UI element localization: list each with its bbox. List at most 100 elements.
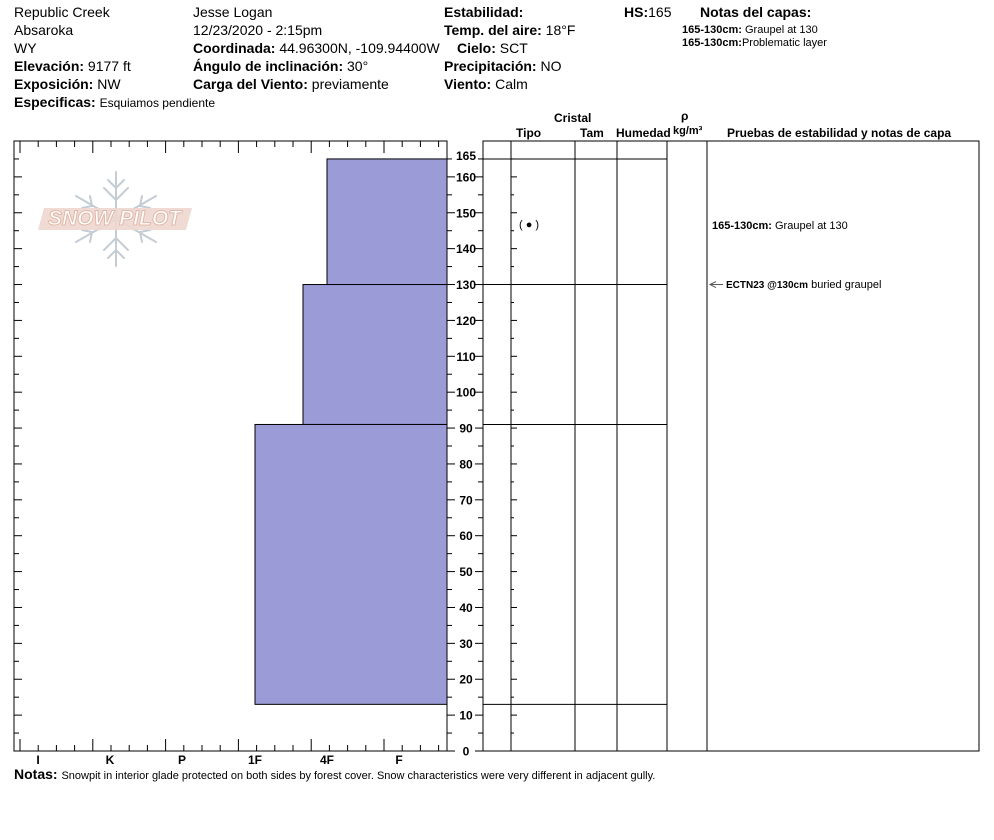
hardness-layer-3 <box>254 423 448 705</box>
hardness-label-1f: 1F <box>248 753 262 767</box>
layer-note-2: 165-130cm:Problematic layer <box>682 37 827 50</box>
aspect: Exposición: NW <box>14 76 121 92</box>
observer-name: Jesse Logan <box>193 4 273 20</box>
wind-value: Calm <box>495 76 528 92</box>
state: WY <box>14 40 37 56</box>
layer-annotation-text: Graupel at 130 <box>775 220 848 232</box>
depth-label-0: 0 <box>463 745 470 759</box>
depth-label-150: 150 <box>456 206 476 220</box>
depth-label-40: 40 <box>459 601 473 615</box>
sky-label: Cielo: <box>457 40 496 56</box>
footer-notes-label: Notas: <box>14 766 58 782</box>
test-code: ECTN23 @130cm <box>726 280 809 291</box>
specifics-label: Especificas: <box>14 94 96 110</box>
hardness-label-k: K <box>106 753 115 767</box>
graupel-symbol: ( ● ) <box>519 218 540 231</box>
wind-loading-value: previamente <box>311 76 389 92</box>
hardness-label-4f: 4F <box>320 753 334 767</box>
density-unit: kg/m³ <box>673 125 703 137</box>
depth-label-30: 30 <box>459 637 473 651</box>
precipitation: Precipitación: NO <box>444 58 561 74</box>
elevation-value: 9177 ft <box>87 58 131 74</box>
air-temperature: Temp. del aire: 18°F <box>444 22 575 38</box>
hardness-label-f: F <box>395 753 402 767</box>
depth-label-120: 120 <box>456 314 476 328</box>
test-annotation: ECTN23 @130cm buried graupel <box>726 277 881 294</box>
wind-label: Viento: <box>444 76 492 92</box>
layer-annotation-range: 165-130cm: <box>712 220 772 232</box>
stability-label: Estabilidad: <box>444 4 524 20</box>
depth-label-50: 50 <box>459 565 473 579</box>
coordinates: Coordinada: 44.96300N, -109.94400W <box>193 40 440 56</box>
slope-angle: Ángulo de inclinación: 30° <box>193 58 368 74</box>
depth-label-130: 130 <box>456 278 476 292</box>
stability-tests-header: Pruebas de estabilidad y notas de capa <box>727 126 952 140</box>
hardness-label-p: P <box>178 753 186 767</box>
type-header: Tipo <box>516 126 542 140</box>
snow-height: HS:165 <box>624 4 671 20</box>
wind-loading-label: Carga del Viento: <box>193 76 308 92</box>
coordinates-value: 44.96300N, -109.94400W <box>279 40 440 56</box>
test-arrow-head <box>708 281 717 288</box>
snowflake-icon <box>38 171 192 267</box>
depth-label-80: 80 <box>459 457 473 471</box>
footer-notes-text: Snowpit in interior glade protected on b… <box>61 770 656 782</box>
air-temperature-value: 18°F <box>545 22 576 38</box>
layer-note-range: 165-130cm: <box>682 37 742 49</box>
hardness-label-i: I <box>36 753 39 767</box>
location-name: Republic Creek <box>14 4 110 20</box>
elevation: Elevación: 9177 ft <box>14 58 131 74</box>
footer-notes: Notas: Snowpit in interior glade protect… <box>14 766 655 784</box>
depth-label-10: 10 <box>459 709 473 723</box>
depth-label-140: 140 <box>456 242 476 256</box>
layer-note-range: 165-130cm: <box>682 24 742 36</box>
layer-annotation: 165-130cm: Graupel at 130 <box>712 218 848 234</box>
depth-axis: 0 10 20 30 40 50 60 70 80 90 100 110 120 130 140 150 160… <box>14 149 517 759</box>
depth-label-70: 70 <box>459 493 473 507</box>
depth-label-160: 160 <box>456 170 476 184</box>
layer-note-text: Problematic layer <box>741 37 827 49</box>
layer-note-text: Graupel at 130 <box>745 24 818 36</box>
density-symbol: ρ <box>681 109 689 123</box>
slope-angle-label: Ángulo de inclinación: <box>193 58 344 74</box>
layer-notes-title: Notas del capas: <box>700 4 812 20</box>
crystal-table-frame <box>482 140 980 752</box>
test-arrow-icon <box>708 281 723 288</box>
coordinates-label: Coordinada: <box>193 40 276 56</box>
snow-height-value: 165 <box>648 4 672 20</box>
layer-boundaries <box>483 158 667 705</box>
moisture-header: Humedad <box>616 126 671 140</box>
specifics-value: Esquiamos pendiente <box>99 96 216 110</box>
observation-datetime: 12/23/2020 - 2:15pm <box>193 22 323 38</box>
layer-note-1: 165-130cm: Graupel at 130 <box>682 24 818 37</box>
depth-label-110: 110 <box>456 350 476 364</box>
crystal-table-columns <box>510 141 708 751</box>
precipitation-label: Precipitación: <box>444 58 537 74</box>
size-header: Tam <box>580 126 604 140</box>
depth-label-100: 100 <box>456 386 476 400</box>
precipitation-value: NO <box>540 58 562 74</box>
depth-label-165: 165 <box>456 149 476 163</box>
sky-value: SCT <box>499 40 528 56</box>
hardness-layer-2 <box>302 284 448 425</box>
snowpilot-logo-text: SNOW PILOT <box>48 207 182 231</box>
sky-cover: Cielo: SCT <box>457 40 528 56</box>
depth-label-60: 60 <box>459 529 473 543</box>
air-temperature-label: Temp. del aire: <box>444 22 542 38</box>
elevation-label: Elevación: <box>14 58 85 74</box>
snow-height-label: HS: <box>624 4 649 20</box>
mountain-range: Absaroka <box>14 22 74 38</box>
slope-angle-value: 30° <box>347 58 369 74</box>
depth-label-90: 90 <box>459 422 473 436</box>
aspect-value: NW <box>97 76 121 92</box>
wind-loading: Carga del Viento: previamente <box>193 76 389 92</box>
specifics: Especificas: Esquiamos pendiente <box>14 94 215 111</box>
snowpilot-logo: SNOW PILOT <box>38 168 194 270</box>
test-result-text: buried graupel <box>811 279 882 291</box>
hardness-layer-1 <box>326 158 448 286</box>
crystal-header: Cristal <box>554 111 592 125</box>
hardness-axis-ticks: I K P 1F 4F F <box>19 141 440 767</box>
wind: Viento: Calm <box>444 76 528 92</box>
aspect-label: Exposición: <box>14 76 94 92</box>
